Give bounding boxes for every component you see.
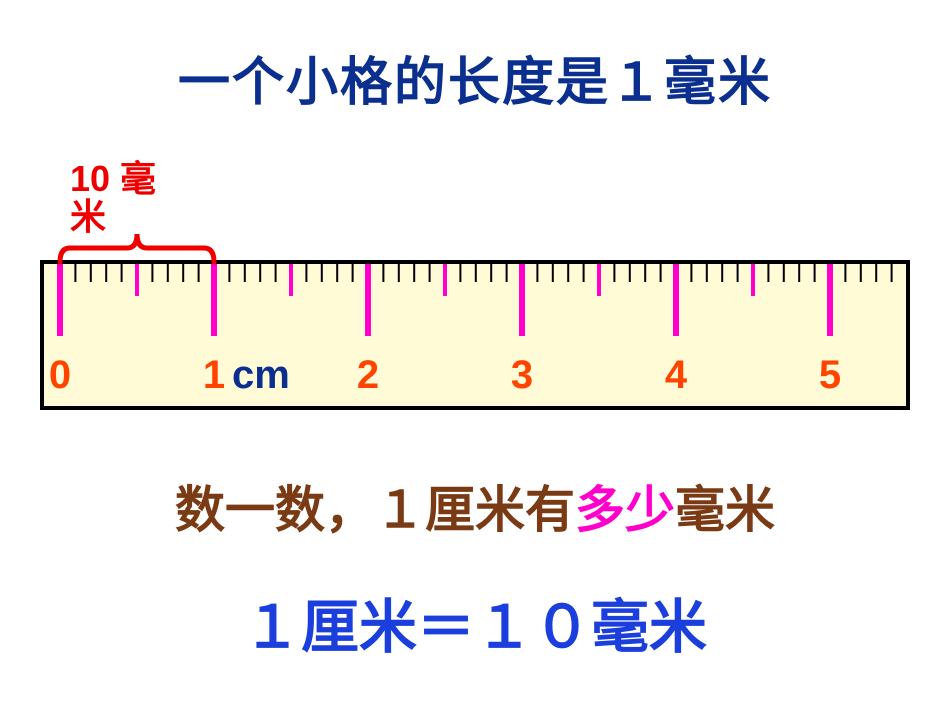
answer-line: １厘米＝１０毫米: [0, 580, 950, 664]
question-part: 多少: [575, 482, 675, 538]
question-part: 数一数，１厘米有: [175, 482, 575, 538]
question-part: 毫米: [675, 482, 775, 538]
question-line: 数一数，１厘米有多少毫米: [0, 470, 950, 542]
